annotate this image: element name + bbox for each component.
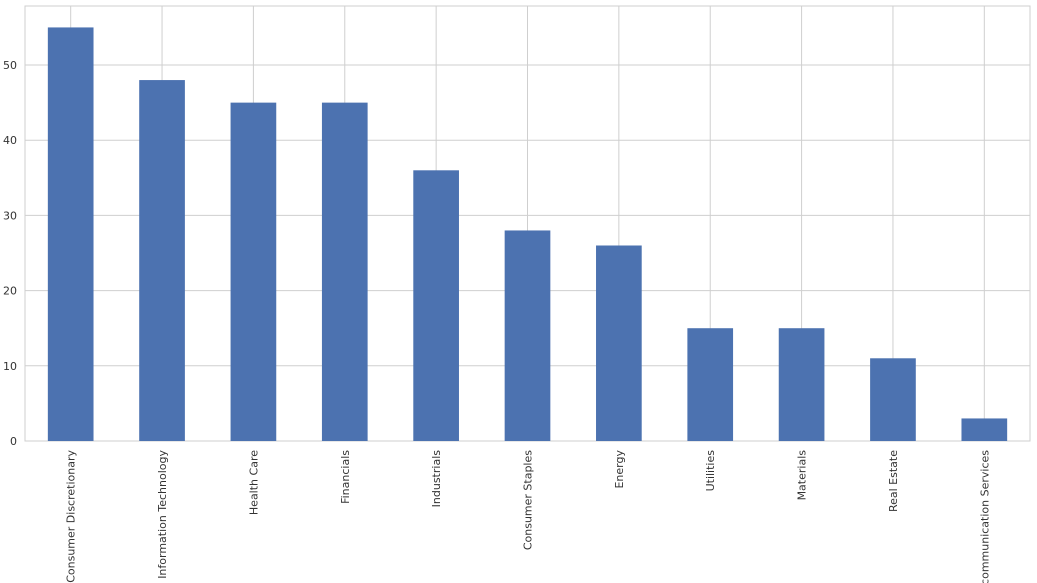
x-tick-label: Telecommunication Services [978,450,991,583]
x-tick-label: Real Estate [887,450,900,512]
x-tick-label: Consumer Staples [522,450,535,550]
y-tick-label: 40 [3,134,17,147]
y-tick-label: 50 [3,59,17,72]
bar [778,328,825,441]
bar [321,102,368,442]
bar [504,230,551,441]
bar [230,102,277,442]
bar [596,245,642,441]
x-tick-label: Financials [339,450,352,504]
x-tick-label: Information Technology [156,450,169,579]
bar [870,358,916,441]
bar [47,27,94,442]
bar [687,328,734,441]
y-tick-label: 0 [10,435,17,448]
x-tick-label: Health Care [247,450,260,515]
x-tick-label: Materials [796,450,809,501]
x-tick-label: Utilities [704,450,717,492]
x-tick-label: Industrials [430,450,443,508]
x-tick-label: Consumer Discretionary [65,450,78,583]
x-tick-label: Energy [613,450,626,489]
y-tick-label: 30 [3,209,17,222]
bar [413,170,459,441]
y-tick-label: 20 [3,285,17,298]
bar [139,80,185,441]
y-tick-label: 10 [3,360,17,373]
bar [961,418,1008,441]
